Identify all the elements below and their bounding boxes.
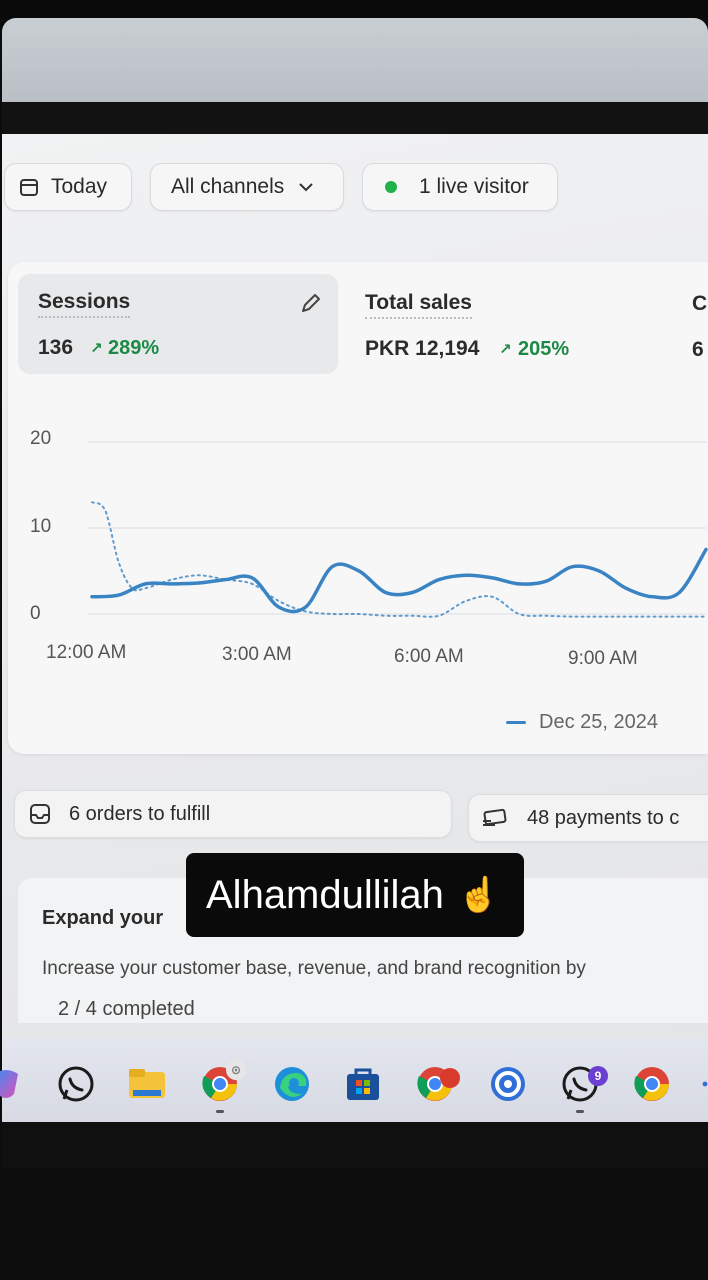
metric-sessions-value: 136 xyxy=(38,336,74,359)
y-tick-label: 20 xyxy=(30,428,52,449)
payments-button[interactable]: 48 payments to c xyxy=(468,794,708,842)
file-explorer-icon[interactable] xyxy=(127,1064,167,1104)
y-tick-label: 0 xyxy=(30,603,41,624)
setup-guide-progress: 2 / 4 completed xyxy=(58,998,195,1020)
active-app-indicator xyxy=(216,1110,224,1113)
date-filter-label: Today xyxy=(51,175,108,198)
pencil-edit-icon[interactable] xyxy=(298,290,324,316)
metric-sessions-card[interactable] xyxy=(18,274,338,374)
story-bottom-bar xyxy=(0,1168,708,1280)
pointing-up-emoji: ☝️ xyxy=(457,876,501,914)
inbox-icon xyxy=(29,803,51,825)
calendar-icon xyxy=(19,177,39,197)
x-tick-label: 3:00 AM xyxy=(222,644,292,665)
overflow-icon[interactable] xyxy=(702,1064,708,1104)
setup-guide-description: Increase your customer base, revenue, an… xyxy=(42,958,586,979)
story-top-bar xyxy=(0,0,708,18)
metric-sessions-title[interactable]: Sessions xyxy=(38,290,131,318)
chrome-remote-icon[interactable] xyxy=(488,1064,528,1104)
metric-total-sales-title[interactable]: Total sales xyxy=(365,291,472,319)
legend-swatch xyxy=(506,721,526,724)
monitor-bezel-bottom xyxy=(2,1122,708,1168)
x-tick-label: 6:00 AM xyxy=(394,646,464,667)
background-wall xyxy=(2,18,708,102)
live-status-dot xyxy=(385,181,397,193)
sticker-text: Alhamdullilah xyxy=(206,872,444,917)
y-tick-label: 10 xyxy=(30,516,52,537)
metric-third-title[interactable]: C xyxy=(692,292,708,315)
orders-to-fulfill-label: 6 orders to fulfill xyxy=(69,802,211,825)
metric-third-value: 6 xyxy=(692,338,704,361)
channel-filter-dropdown[interactable]: All channels xyxy=(150,163,344,211)
live-visitors-button[interactable]: 1 live visitor xyxy=(362,163,558,211)
chrome-icon[interactable] xyxy=(632,1064,672,1104)
setup-guide-title: Expand your xyxy=(42,907,164,929)
metric-sessions-change: 289% xyxy=(108,337,160,359)
chevron-down-icon xyxy=(298,181,314,193)
profile-badge-icon: ⊙ xyxy=(226,1060,246,1080)
orders-to-fulfill-button[interactable]: 6 orders to fulfill xyxy=(14,790,452,838)
story-text-sticker: Alhamdullilah ☝️ xyxy=(186,853,524,937)
x-tick-label: 12:00 AM xyxy=(46,642,127,663)
cash-icon xyxy=(481,807,511,829)
trend-up-icon: ↗ xyxy=(90,340,103,357)
payments-label: 48 payments to c xyxy=(527,806,680,829)
active-app-indicator xyxy=(576,1110,584,1113)
notification-badge: 9 xyxy=(588,1066,608,1086)
metric-total-sales-value: PKR 12,194 xyxy=(365,337,480,360)
live-visitors-label: 1 live visitor xyxy=(419,175,529,198)
x-tick-label: 9:00 AM xyxy=(568,648,638,669)
date-filter-button[interactable]: Today xyxy=(4,163,132,211)
copilot-icon[interactable] xyxy=(0,1064,26,1104)
metric-total-sales-change: 205% xyxy=(518,338,570,360)
edge-icon[interactable] xyxy=(272,1064,312,1104)
monitor-bezel-top xyxy=(2,102,708,136)
legend-label: Dec 25, 2024 xyxy=(539,711,658,733)
profile-badge-icon xyxy=(440,1068,460,1088)
channel-filter-label: All channels xyxy=(171,175,285,198)
whatsapp-icon[interactable] xyxy=(56,1064,96,1104)
microsoft-store-icon[interactable] xyxy=(343,1064,383,1104)
trend-up-icon: ↗ xyxy=(499,341,512,358)
